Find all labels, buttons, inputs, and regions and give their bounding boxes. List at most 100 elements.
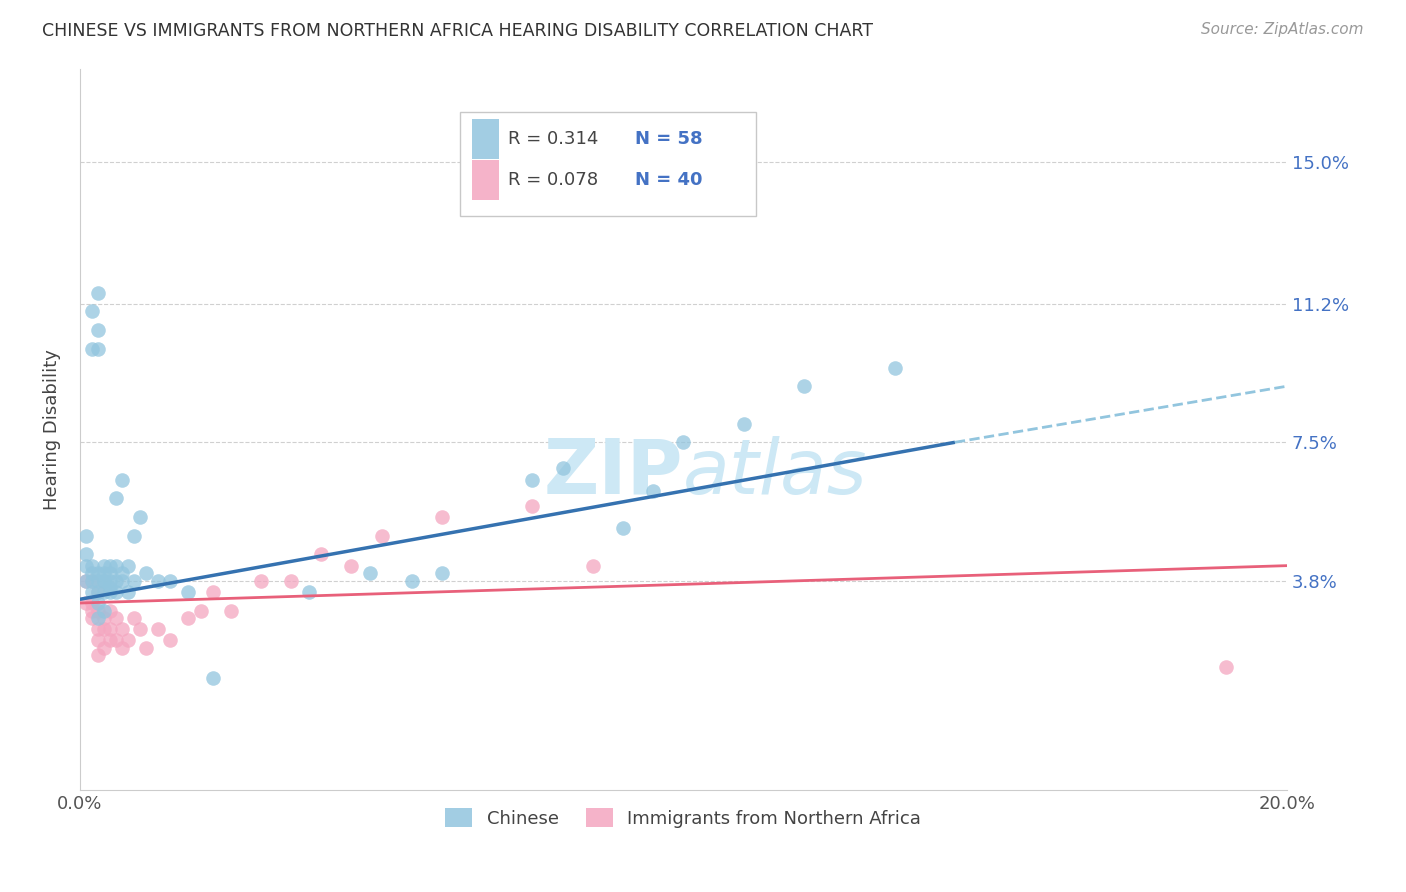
Point (105, 611, 128, 625)
Point (122, 574, 145, 588)
Point (87, 574, 110, 588)
Point (612, 521, 634, 535)
Point (105, 584, 128, 599)
Point (129, 622, 152, 636)
Point (80, 603, 103, 617)
Point (309, 548, 332, 562)
Point (551, 461, 574, 475)
Point (80, 584, 103, 599)
Point (105, 491, 128, 506)
Point (87, 584, 110, 599)
Point (135, 640, 157, 655)
Point (582, 558, 605, 573)
Point (75, 558, 97, 573)
Point (219, 603, 242, 617)
Point (98, 558, 121, 573)
Point (430, 566, 453, 581)
Point (75, 548, 97, 562)
Point (105, 633, 128, 648)
Point (117, 558, 139, 573)
Point (522, 499, 544, 513)
Point (80, 566, 103, 581)
Point (111, 622, 134, 636)
Point (135, 566, 157, 581)
Point (75, 574, 97, 588)
Point (98, 581, 121, 595)
Point (93, 558, 115, 573)
Point (643, 483, 665, 498)
Point (190, 603, 212, 617)
Point (87, 566, 110, 581)
Point (80, 574, 103, 588)
Point (117, 584, 139, 599)
FancyBboxPatch shape (460, 112, 756, 217)
Point (87, 633, 110, 648)
Point (177, 611, 200, 625)
Text: N = 58: N = 58 (636, 130, 703, 148)
Point (75, 596, 97, 610)
Point (87, 584, 110, 599)
Point (87, 323, 110, 337)
Point (129, 510, 152, 524)
Point (122, 529, 145, 543)
Point (80, 304, 103, 318)
Point (148, 622, 170, 636)
Point (883, 360, 905, 375)
Point (250, 574, 273, 588)
Point (793, 379, 815, 393)
Point (98, 584, 121, 599)
Text: atlas: atlas (683, 435, 868, 509)
Point (733, 417, 755, 431)
Point (87, 603, 110, 617)
Text: Source: ZipAtlas.com: Source: ZipAtlas.com (1201, 22, 1364, 37)
Point (80, 558, 103, 573)
Point (80, 611, 103, 625)
Point (401, 574, 423, 588)
Point (98, 574, 121, 588)
Point (98, 622, 121, 636)
Point (93, 603, 115, 617)
Point (159, 633, 181, 648)
Point (111, 473, 134, 487)
Point (80, 596, 103, 610)
Text: R = 0.314: R = 0.314 (509, 130, 599, 148)
Point (201, 671, 224, 685)
Point (672, 435, 695, 450)
Text: R = 0.078: R = 0.078 (509, 171, 599, 189)
Point (359, 566, 381, 581)
Point (111, 640, 134, 655)
Point (1215, 659, 1237, 673)
Point (87, 611, 110, 625)
Point (87, 285, 110, 300)
Point (75, 574, 97, 588)
Point (430, 510, 453, 524)
Point (93, 622, 115, 636)
Point (122, 611, 145, 625)
Point (93, 640, 115, 655)
Legend: Chinese, Immigrants from Northern Africa: Chinese, Immigrants from Northern Africa (439, 801, 928, 835)
Text: ZIP: ZIP (544, 435, 683, 509)
Point (93, 574, 115, 588)
Text: N = 40: N = 40 (636, 171, 703, 189)
Point (280, 574, 302, 588)
Point (117, 633, 139, 648)
Point (111, 566, 134, 581)
Point (201, 584, 224, 599)
Bar (472, 161, 499, 200)
Point (87, 622, 110, 636)
Point (93, 574, 115, 588)
Y-axis label: Hearing Disability: Hearing Disability (44, 349, 60, 509)
Point (105, 574, 128, 588)
Point (93, 611, 115, 625)
Point (522, 473, 544, 487)
Point (298, 584, 321, 599)
Point (105, 558, 128, 573)
Point (340, 558, 363, 573)
Point (148, 574, 170, 588)
Point (87, 648, 110, 663)
Point (87, 342, 110, 356)
Point (98, 603, 121, 617)
Point (75, 529, 97, 543)
Point (370, 529, 392, 543)
Point (80, 574, 103, 588)
